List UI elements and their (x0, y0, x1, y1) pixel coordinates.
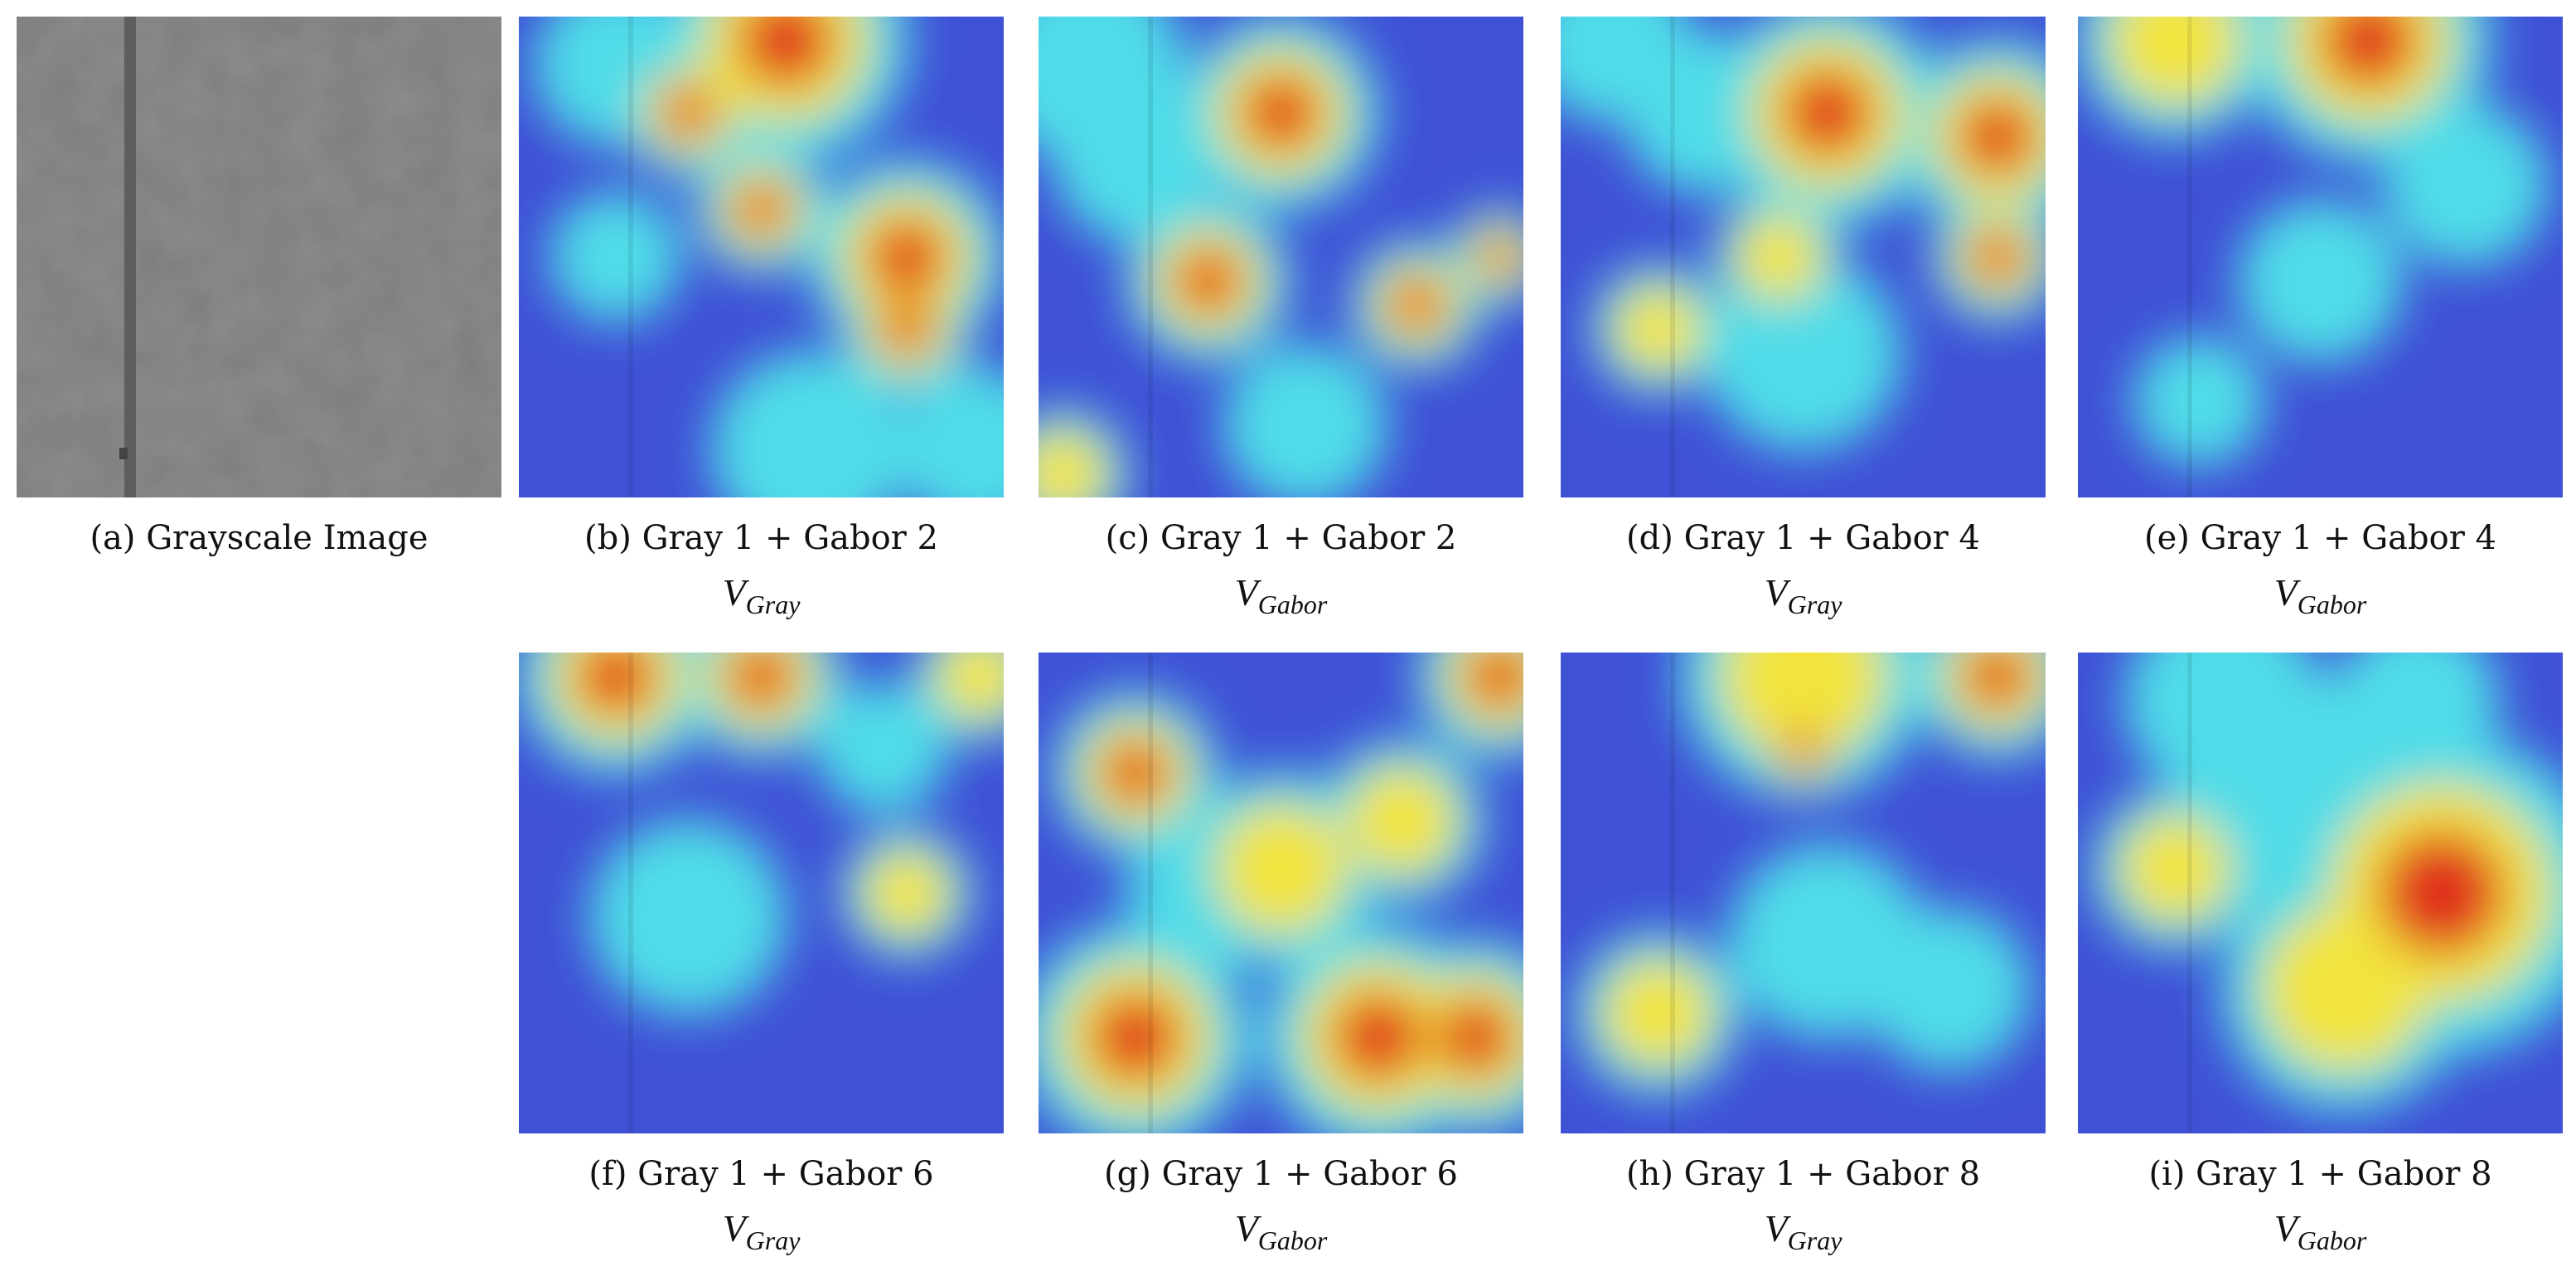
variable: V (2274, 571, 2302, 614)
panel: (e) Gray 1 + Gabor 4 VGabor (2078, 17, 2563, 619)
panel: (a) Grayscale Image (17, 17, 501, 557)
subscript: Gabor (2298, 1225, 2367, 1255)
panel: (g) Gray 1 + Gabor 6 VGabor (1039, 653, 1523, 1255)
heatmap (519, 17, 1004, 497)
grayscale-image (17, 17, 501, 497)
variable-label: VGabor (1235, 571, 1328, 619)
subscript: Gray (746, 590, 801, 619)
heatmap (1561, 653, 2046, 1133)
subscript: Gabor (1258, 1225, 1328, 1255)
variable-label: VGabor (2274, 571, 2367, 619)
subscript: Gabor (1258, 590, 1328, 619)
panel: (d) Gray 1 + Gabor 4 VGray (1561, 17, 2046, 619)
heatmap (1039, 17, 1523, 497)
caption: (g) Gray 1 + Gabor 6 (1104, 1155, 1458, 1193)
variable-label: VGray (1765, 571, 1843, 619)
variable-label: VGray (723, 571, 801, 619)
caption: (c) Gray 1 + Gabor 2 (1106, 519, 1457, 557)
variable: V (1235, 1207, 1262, 1249)
panel: (h) Gray 1 + Gabor 8 VGray (1561, 653, 2046, 1255)
caption: (d) Gray 1 + Gabor 4 (1626, 519, 1980, 557)
heatmap (2078, 17, 2563, 497)
variable-label: VGray (723, 1207, 801, 1255)
heatmap (1039, 653, 1523, 1133)
caption: (h) Gray 1 + Gabor 8 (1626, 1155, 1980, 1193)
heatmap (1561, 17, 2046, 497)
caption: (e) Gray 1 + Gabor 4 (2144, 519, 2496, 557)
variable: V (1765, 571, 1792, 614)
subscript: Gabor (2298, 590, 2367, 619)
variable: V (1765, 1207, 1792, 1249)
panel: (c) Gray 1 + Gabor 2 VGabor (1039, 17, 1523, 619)
caption: (a) Grayscale Image (90, 519, 428, 557)
variable-label: VGabor (1235, 1207, 1328, 1255)
variable-label: VGabor (2274, 1207, 2367, 1255)
subscript: Gray (1788, 1225, 1843, 1255)
subscript: Gray (1788, 590, 1843, 619)
variable: V (723, 1207, 750, 1249)
variable: V (1235, 571, 1262, 614)
panel: (f) Gray 1 + Gabor 6 VGray (519, 653, 1004, 1255)
caption: (i) Gray 1 + Gabor 8 (2148, 1155, 2491, 1193)
heatmap (519, 653, 1004, 1133)
caption: (b) Gray 1 + Gabor 2 (584, 519, 938, 557)
heatmap (2078, 653, 2563, 1133)
panel: (b) Gray 1 + Gabor 2 VGray (519, 17, 1004, 619)
panel: (i) Gray 1 + Gabor 8 VGabor (2078, 653, 2563, 1255)
caption: (f) Gray 1 + Gabor 6 (588, 1155, 933, 1193)
variable-label: VGray (1765, 1207, 1843, 1255)
subscript: Gray (746, 1225, 801, 1255)
variable: V (723, 571, 750, 614)
variable: V (2274, 1207, 2302, 1249)
